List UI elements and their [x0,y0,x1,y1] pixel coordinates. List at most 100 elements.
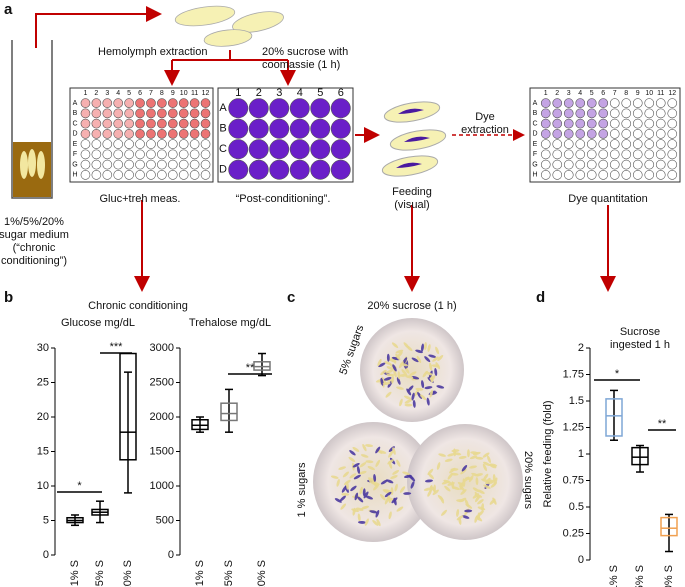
y-tick-label: 1500 [150,445,174,457]
y-tick-label: 0.5 [569,501,584,513]
well [269,98,290,119]
larva [383,489,392,493]
well [157,149,167,160]
plate-row: E [73,141,78,148]
larva [404,399,412,404]
fed-larvae [381,101,447,177]
well [540,170,551,180]
well [113,139,124,149]
well [178,139,189,149]
well [586,108,597,119]
larva [392,447,396,455]
well [609,170,620,180]
well [167,129,178,139]
larva [388,511,392,520]
well [80,139,91,149]
larva [414,389,420,397]
larva [404,395,412,400]
well [178,159,189,170]
well [563,118,574,129]
larva [428,354,437,358]
larva [463,476,470,483]
well [575,149,586,160]
plate-row: H [532,172,537,179]
larva [426,397,430,406]
larva [355,507,364,511]
well [644,149,655,160]
well [178,149,189,160]
larva [433,484,436,493]
label: conditioning”) [1,255,67,267]
well [563,129,574,139]
label: 1%/5%/20% [4,216,64,228]
larva [392,364,397,372]
well [146,170,156,180]
well [248,98,269,119]
well [113,170,124,180]
well [102,129,113,139]
well [146,98,156,108]
larva [483,484,491,489]
well [632,98,643,108]
larva [375,459,381,467]
larva [411,392,415,401]
plate-col: 4 [578,90,582,97]
chart-title: Trehalose mg/dL [189,317,271,329]
label: Gluc+treh meas. [99,193,180,205]
well [113,108,124,119]
larva [385,479,394,484]
larva [378,450,387,454]
well [124,159,134,170]
plate-col: 12 [668,90,676,97]
well [310,118,331,139]
plate-col: 3 [567,90,571,97]
plate-col: 9 [636,90,640,97]
larva [375,446,381,454]
well [228,118,249,139]
label: Hemolymph extraction [98,46,207,58]
well [289,98,310,119]
well [167,170,178,180]
larva [411,357,419,363]
larva [438,453,447,457]
significance: *** [110,341,124,353]
x-tick-label: 20% S [256,560,268,587]
larva [396,506,404,512]
well [575,159,586,170]
well [135,118,145,129]
well [552,108,563,119]
well [228,98,249,119]
larva [352,462,360,468]
larva [384,361,392,366]
label: coomassie (1 h) [262,59,340,71]
well [621,149,632,160]
well [621,108,632,119]
label: Chronic conditioning [88,300,188,312]
well [655,159,666,170]
well [586,149,597,160]
well [157,159,167,170]
larva [393,369,397,378]
larva [474,493,483,498]
larva [447,453,456,457]
larva [489,464,497,469]
well [178,98,189,108]
panel-label: d [536,289,545,306]
plate-col: 4 [116,90,120,97]
well [632,108,643,119]
y-tick-label: 1.5 [569,395,584,407]
larva [392,470,400,475]
larva [396,386,404,390]
x-tick-label: 20% S [663,565,675,587]
well [289,139,310,160]
plate-col: 9 [171,90,175,97]
larva [417,392,423,399]
well [563,159,574,170]
well [157,98,167,108]
well [598,159,609,170]
well [124,98,134,108]
larva [369,510,378,514]
well [667,139,678,149]
well [540,98,551,108]
panel-label: a [4,1,13,18]
